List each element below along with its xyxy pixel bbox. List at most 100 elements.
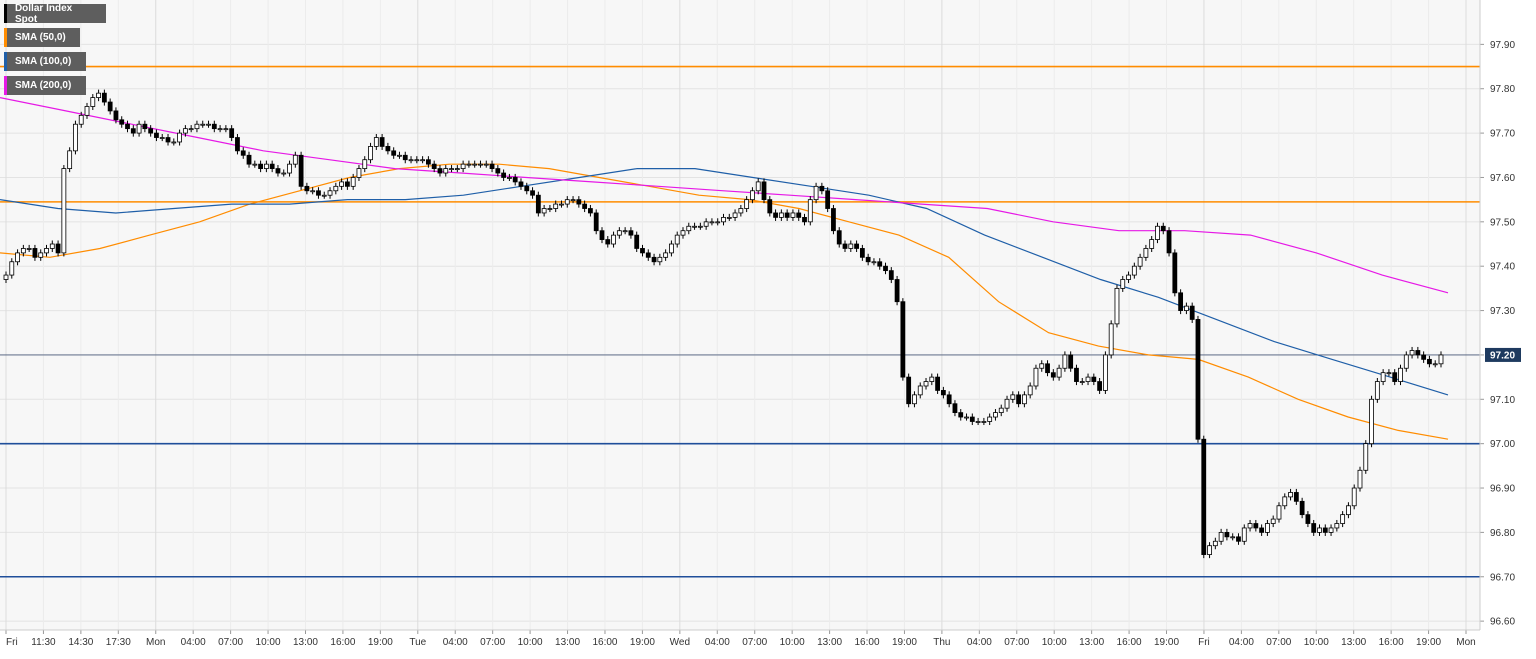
candle-body — [61, 168, 67, 254]
candle-body — [958, 412, 964, 418]
candle-body — [1108, 323, 1114, 356]
candle-body — [709, 221, 715, 224]
candle-body — [217, 128, 223, 131]
x-tick-label: 07:00 — [742, 637, 767, 648]
candle-body — [420, 159, 426, 162]
candle-body — [310, 190, 316, 193]
candle-body — [1085, 376, 1091, 382]
candle-body — [1334, 523, 1340, 529]
candle-body — [1305, 514, 1311, 524]
candle-body — [877, 261, 883, 267]
candle-body — [703, 221, 709, 227]
candle-body — [1137, 256, 1143, 267]
candle-body — [1427, 358, 1432, 365]
candle-body — [842, 243, 848, 249]
candle-body — [993, 412, 998, 418]
candle-body — [1120, 279, 1126, 289]
candle-body — [871, 261, 877, 264]
legend-label: SMA (200,0) — [15, 80, 72, 91]
candle-body — [975, 421, 981, 423]
candle-body — [883, 265, 888, 272]
x-tick-label: 13:00 — [1079, 637, 1104, 648]
candle-body — [935, 376, 940, 391]
candle-body — [154, 132, 159, 138]
candle-body — [1016, 394, 1022, 405]
candle-body — [1062, 354, 1068, 369]
candle-body — [605, 239, 611, 245]
legend-item-sma-50: SMA (50,0) — [4, 28, 80, 47]
candle-body — [235, 137, 240, 152]
candle-body — [136, 123, 142, 134]
candle-body — [246, 154, 252, 165]
candle-body — [912, 394, 917, 405]
candle-body — [680, 230, 686, 236]
candle-body — [1079, 381, 1085, 383]
candle-body — [125, 123, 130, 130]
candle-body — [1357, 469, 1363, 489]
x-tick-label: 16:00 — [330, 637, 355, 648]
x-tick-label: 04:00 — [181, 637, 206, 648]
candle-body — [819, 185, 825, 192]
candle-body — [1311, 523, 1317, 533]
candle-body — [472, 163, 478, 166]
candle-body — [165, 137, 171, 143]
candle-body — [9, 261, 15, 276]
candle-body — [831, 208, 836, 232]
candle-body — [397, 154, 402, 157]
candle-body — [1010, 394, 1016, 400]
candle-body — [1189, 305, 1195, 320]
candle-body — [408, 159, 414, 162]
x-axis: Fri 11:30 14:30 17:30 Mon 04:00 07:00 10:00 13:0… — [0, 629, 1480, 648]
candle-body — [576, 199, 582, 205]
candle-body — [292, 154, 298, 165]
y-tick-label: 97.50 — [1490, 217, 1515, 228]
candle-body — [530, 190, 535, 196]
moving-averages — [0, 97, 1449, 440]
candle-body — [599, 230, 605, 240]
candle-body — [1288, 492, 1293, 498]
candle-body — [258, 163, 263, 169]
legend-swatch-sma-50 — [4, 28, 7, 47]
candle-body — [1438, 354, 1444, 365]
candle-body — [634, 234, 640, 249]
candle-body — [107, 101, 113, 112]
x-tick-label: Thu — [933, 637, 950, 648]
candle-body — [697, 225, 703, 228]
x-tick-label: 10:00 — [780, 637, 805, 648]
y-tick-label: 96.60 — [1490, 617, 1515, 628]
candle-body — [1131, 265, 1137, 276]
candle-body — [304, 185, 310, 192]
candle-body — [159, 137, 165, 139]
candle-body — [611, 234, 616, 245]
candle-body — [1415, 350, 1421, 356]
candle-body — [1218, 531, 1224, 542]
current-price-tag: 97.20 — [1485, 347, 1521, 362]
candle-body — [952, 403, 958, 414]
candle-body — [888, 270, 894, 280]
candle-body — [1299, 500, 1305, 516]
candle-body — [1241, 527, 1247, 542]
candle-body — [373, 137, 379, 147]
candle-body — [1027, 385, 1033, 396]
candle-body — [1230, 536, 1236, 539]
horizontal-levels — [0, 65, 1480, 578]
candle-body — [32, 248, 38, 258]
candle-body — [3, 274, 9, 280]
candle-body — [148, 128, 154, 134]
candle-body — [182, 128, 188, 134]
candle-body — [449, 168, 454, 170]
candle-body — [1328, 527, 1334, 533]
candle-body — [73, 123, 78, 152]
candle-body — [489, 163, 495, 169]
candle-body — [570, 199, 576, 202]
candle-body — [761, 181, 767, 201]
candle-body — [686, 225, 692, 232]
candle-body — [171, 141, 177, 144]
legend-item-sma-200: SMA (200,0) — [4, 76, 86, 95]
candle-body — [211, 123, 217, 130]
candle-body — [1322, 527, 1328, 533]
candle-body — [1033, 367, 1039, 387]
candle-body — [564, 199, 570, 205]
candle-body — [715, 221, 721, 224]
x-tick-label: 04:00 — [967, 637, 992, 648]
